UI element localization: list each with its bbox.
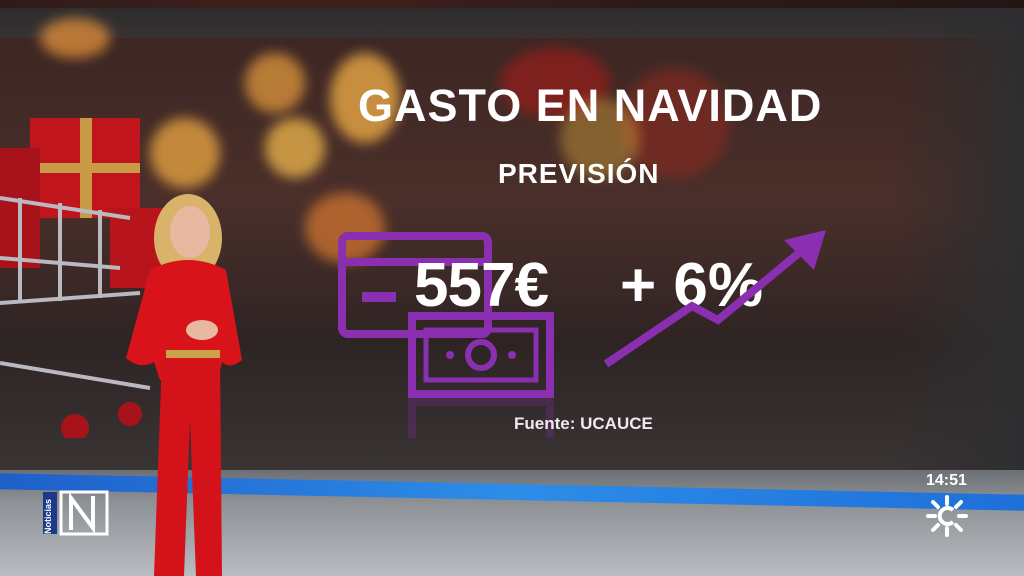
graphic-title: GASTO EN NAVIDAD (358, 80, 823, 131)
bokeh-light (330, 53, 400, 143)
graphic-subtitle: PREVISIÓN (498, 158, 660, 189)
bokeh-light (40, 18, 110, 58)
bokeh-light (620, 68, 730, 178)
bokeh-light (150, 118, 220, 188)
spend-value: 557€ (414, 251, 549, 320)
studio-wall-edge (894, 8, 1024, 488)
shopping-cart-icon (0, 196, 151, 390)
wall-header-strip (0, 8, 1024, 38)
channel-tag: Noticias (43, 498, 53, 534)
banknote-reflection (408, 398, 554, 438)
bokeh-light (560, 98, 640, 178)
bokeh-light (500, 48, 610, 118)
trend-up-arrow-icon (603, 230, 826, 368)
banknote-icon (408, 312, 554, 398)
bokeh-light (265, 118, 325, 178)
bokeh-light (245, 53, 305, 113)
noticias-n1-logo (43, 490, 109, 536)
source-caption: Fuente: UCAUCE (514, 414, 653, 433)
canal-sur-sun-logo (926, 495, 968, 537)
gift-box-icon (0, 118, 180, 438)
presenter-figure (126, 194, 242, 576)
clock-time: 14:51 (926, 472, 967, 489)
